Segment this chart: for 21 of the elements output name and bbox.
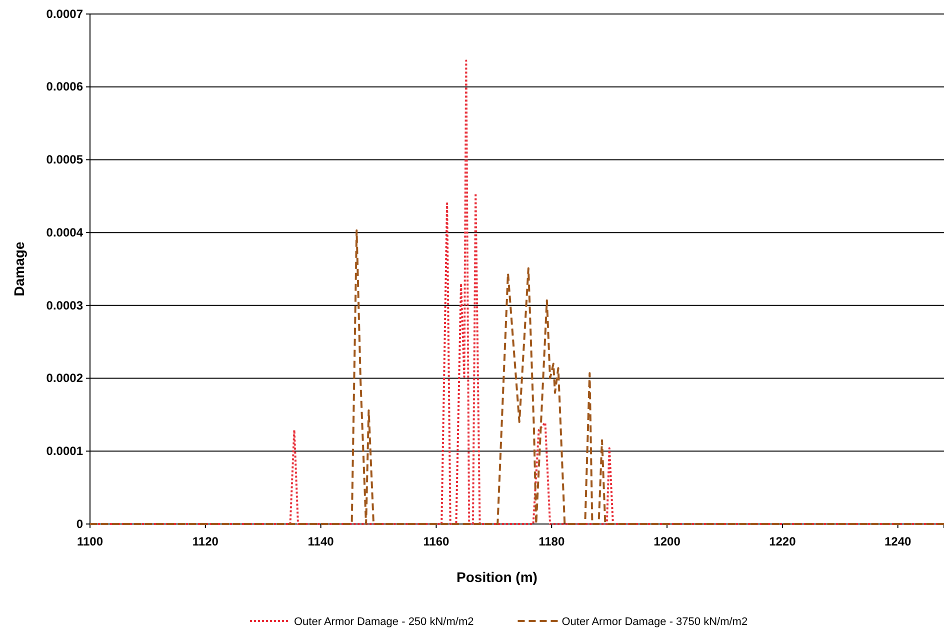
x-tick-label: 1220	[769, 534, 796, 548]
y-tick-label: 0.0001	[46, 444, 84, 458]
y-axis-title: Damage	[11, 242, 27, 296]
x-tick-label: 1180	[538, 534, 565, 548]
line-series	[89, 229, 944, 525]
y-tick-label: 0.0004	[46, 225, 84, 240]
legend-label: Outer Armor Damage - 3750 kN/m/m2	[562, 616, 748, 628]
x-tick-label: 1200	[654, 534, 681, 548]
y-tick-label: 0	[76, 516, 84, 531]
y-tick-label: 0.0003	[46, 298, 84, 312]
legend-label: Outer Armor Damage - 250 kN/m/m2	[294, 616, 474, 628]
y-tick-label: 0.0006	[46, 80, 84, 94]
y-tick-label: 0.0005	[46, 152, 84, 167]
x-tick-label: 1100	[76, 534, 104, 548]
y-tick-label: 0.0007	[46, 6, 84, 21]
x-tick-label: 1120	[192, 534, 219, 548]
x-tick-label: 1240	[884, 534, 912, 548]
x-tick-label: 1140	[308, 534, 334, 548]
x-axis-title: Position (m)	[456, 569, 538, 585]
x-tick-label: 1160	[423, 534, 450, 548]
y-tick-label: 0.0002	[46, 371, 84, 386]
